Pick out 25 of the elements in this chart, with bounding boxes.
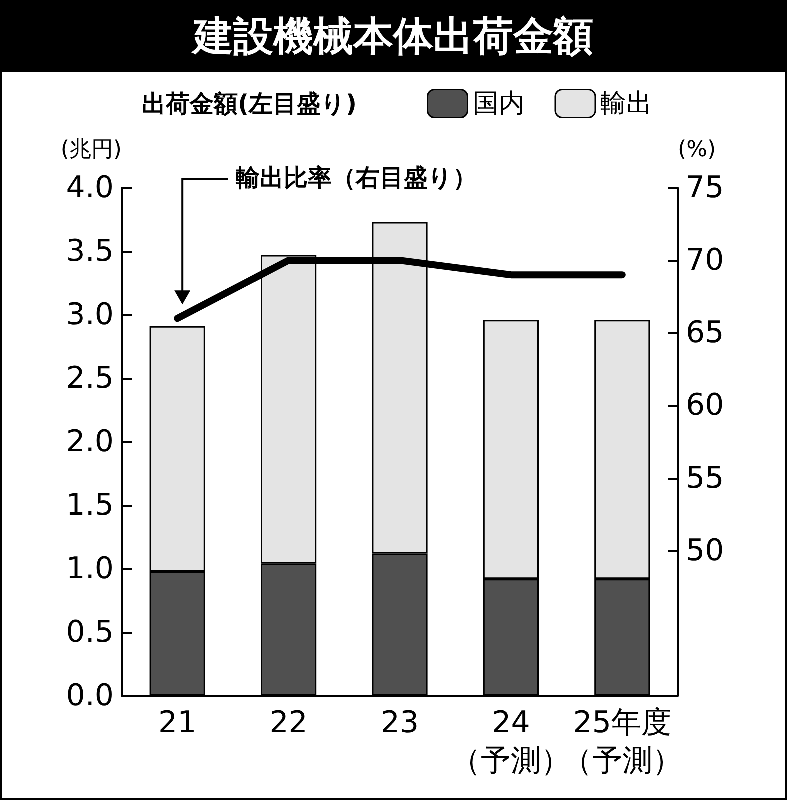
y-tick-label: 1.0 xyxy=(66,552,114,586)
y2-tick-label: 55 xyxy=(686,460,724,496)
y-tick-label: 1.5 xyxy=(66,488,114,523)
y2-tick-label: 50 xyxy=(686,533,724,568)
y-tick-label: 3.5 xyxy=(66,234,114,269)
legend-label: 国内 xyxy=(472,88,525,119)
annotation: 輸出比率（右目盛り） xyxy=(235,164,477,192)
y-tick-label: 0.5 xyxy=(66,615,114,650)
x-tick-label: 21 xyxy=(158,706,197,740)
x-tick-label: 22 xyxy=(270,706,308,740)
y2-tick-label: 70 xyxy=(686,243,724,278)
y2-tick-label: 75 xyxy=(686,170,724,206)
y-tick-label: 4.0 xyxy=(66,170,114,206)
y-tick-label: 2.5 xyxy=(66,361,114,396)
y2-tick-label: 65 xyxy=(686,316,724,351)
y-tick-label: 0.0 xyxy=(66,678,114,714)
x-tick-label: 23 xyxy=(380,706,420,740)
chart-title: 建設機械本体出荷金額 xyxy=(2,2,785,72)
y-tick-label: 3.0 xyxy=(66,298,114,332)
y-tick-label: 2.0 xyxy=(66,424,114,460)
legend-label: 輸出 xyxy=(600,88,652,119)
y2-axis-title: (%) xyxy=(678,138,716,162)
y2-tick-label: 60 xyxy=(686,388,724,424)
y-axis-title: (兆円) xyxy=(60,138,122,162)
legend-title: 出荷金額(左目盛り) xyxy=(142,90,357,118)
